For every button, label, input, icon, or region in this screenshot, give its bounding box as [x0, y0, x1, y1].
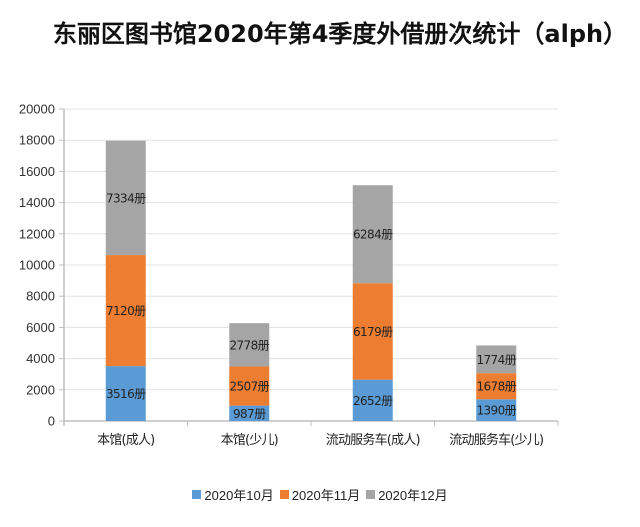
legend-swatch: [366, 490, 376, 499]
data-label: 1774册: [476, 353, 516, 367]
y-tick-label: 4000: [26, 351, 55, 366]
legend-item: 2020年12月: [366, 485, 448, 504]
data-label: 7334册: [106, 191, 146, 205]
x-tick-label: 本馆(少儿): [221, 433, 278, 448]
y-tick-label: 0: [48, 414, 55, 429]
bar-segment: [229, 366, 270, 406]
bar-segment: [352, 379, 393, 421]
y-tick-label: 18000: [19, 133, 55, 148]
data-label: 3516册: [106, 387, 146, 401]
bar-segment: [229, 405, 270, 421]
data-label: 1678册: [476, 380, 516, 394]
bar-segment: [229, 323, 270, 367]
bar-segment: [476, 399, 517, 421]
y-tick-label: 16000: [19, 164, 55, 179]
data-label: 987册: [233, 407, 266, 421]
y-tick-label: 14000: [19, 195, 55, 210]
x-tick-label: 流动服务车(少儿): [449, 432, 543, 448]
x-tick-label: 本馆(成人): [97, 433, 154, 448]
data-label: 6284册: [353, 228, 393, 242]
legend-item: 2020年11月: [279, 485, 361, 504]
data-label: 6179册: [353, 325, 393, 339]
bar-segment: [352, 283, 393, 380]
y-tick-label: 6000: [26, 320, 55, 335]
data-label: 2778册: [229, 338, 269, 352]
data-label: 7120册: [106, 304, 146, 318]
bar-segment: [476, 373, 517, 400]
y-tick-label: 10000: [19, 258, 55, 273]
bar-segment: [105, 366, 146, 421]
y-tick-label: 12000: [19, 226, 55, 241]
legend-item: 2020年10月: [192, 485, 274, 504]
y-tick-label: 8000: [26, 289, 55, 304]
data-label: 2652册: [353, 394, 393, 408]
legend-swatch: [192, 490, 202, 499]
chart-legend: 2020年10月 2020年11月 2020年12月: [0, 485, 640, 504]
legend-label: 2020年10月: [204, 488, 274, 503]
data-label: 2507册: [229, 380, 269, 394]
bar-segment: [352, 185, 393, 284]
legend-label: 2020年12月: [378, 488, 448, 503]
bar-segment: [105, 140, 146, 256]
legend-swatch: [279, 490, 289, 499]
legend-label: 2020年11月: [291, 488, 361, 503]
bar-segment: [105, 255, 146, 367]
data-label: 1390册: [476, 404, 516, 418]
x-tick-label: 流动服务车(成人): [326, 432, 420, 448]
y-tick-label: 2000: [26, 382, 55, 397]
bar-segment: [476, 345, 517, 374]
chart-title: 东丽区图书馆2020年第4季度外借册次统计（alph）: [52, 20, 628, 48]
y-tick-label: 20000: [19, 102, 55, 117]
